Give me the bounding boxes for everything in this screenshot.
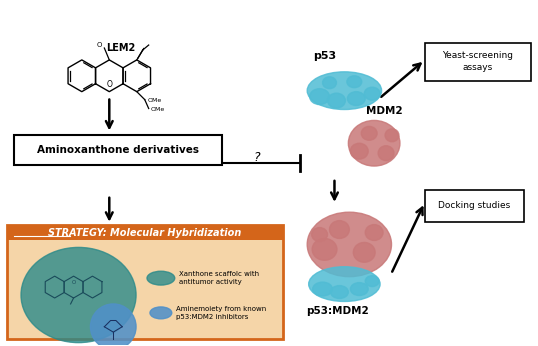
Ellipse shape bbox=[349, 120, 400, 166]
Text: STRATEGY: Molecular Hybridization: STRATEGY: Molecular Hybridization bbox=[48, 228, 242, 237]
FancyBboxPatch shape bbox=[424, 190, 524, 221]
Ellipse shape bbox=[309, 267, 380, 301]
Text: p53:MDM2: p53:MDM2 bbox=[306, 306, 369, 316]
FancyBboxPatch shape bbox=[7, 225, 283, 240]
Text: p53: p53 bbox=[313, 51, 336, 61]
Ellipse shape bbox=[385, 129, 399, 142]
Ellipse shape bbox=[330, 285, 349, 299]
Ellipse shape bbox=[307, 212, 392, 277]
Text: OMe: OMe bbox=[148, 98, 162, 103]
Ellipse shape bbox=[329, 221, 349, 238]
Ellipse shape bbox=[147, 271, 175, 285]
Ellipse shape bbox=[364, 87, 380, 100]
Text: Docking studies: Docking studies bbox=[438, 201, 511, 210]
Text: OMe: OMe bbox=[151, 107, 165, 112]
Text: LEM2: LEM2 bbox=[107, 43, 136, 53]
Text: Xanthone scaffolc with
antitumor activity: Xanthone scaffolc with antitumor activit… bbox=[179, 271, 259, 285]
Ellipse shape bbox=[328, 93, 345, 108]
Ellipse shape bbox=[323, 77, 336, 89]
Ellipse shape bbox=[361, 126, 377, 140]
Text: ?: ? bbox=[254, 151, 260, 164]
Circle shape bbox=[90, 304, 136, 346]
Ellipse shape bbox=[365, 276, 379, 286]
Ellipse shape bbox=[365, 225, 383, 240]
Ellipse shape bbox=[310, 89, 329, 104]
Text: Aminoxanthone derivatives: Aminoxanthone derivatives bbox=[37, 145, 199, 155]
Ellipse shape bbox=[353, 243, 375, 262]
Text: O: O bbox=[107, 80, 112, 89]
Text: O: O bbox=[97, 42, 102, 48]
Text: MDM2: MDM2 bbox=[366, 106, 403, 116]
Ellipse shape bbox=[312, 238, 337, 260]
Ellipse shape bbox=[350, 143, 368, 159]
Ellipse shape bbox=[307, 72, 381, 110]
Ellipse shape bbox=[378, 146, 394, 161]
FancyBboxPatch shape bbox=[7, 225, 283, 339]
Text: Yeast-screening
assays: Yeast-screening assays bbox=[442, 52, 513, 72]
Ellipse shape bbox=[21, 247, 136, 343]
Ellipse shape bbox=[348, 92, 365, 106]
Ellipse shape bbox=[150, 307, 172, 319]
Ellipse shape bbox=[347, 76, 362, 88]
FancyBboxPatch shape bbox=[424, 43, 531, 81]
Text: Aminemoiety from known
p53:MDM2 inhibitors: Aminemoiety from known p53:MDM2 inhibito… bbox=[176, 306, 266, 320]
Text: O: O bbox=[72, 280, 76, 285]
FancyBboxPatch shape bbox=[14, 135, 222, 165]
Ellipse shape bbox=[313, 282, 332, 296]
Ellipse shape bbox=[350, 283, 368, 295]
Ellipse shape bbox=[312, 228, 328, 242]
